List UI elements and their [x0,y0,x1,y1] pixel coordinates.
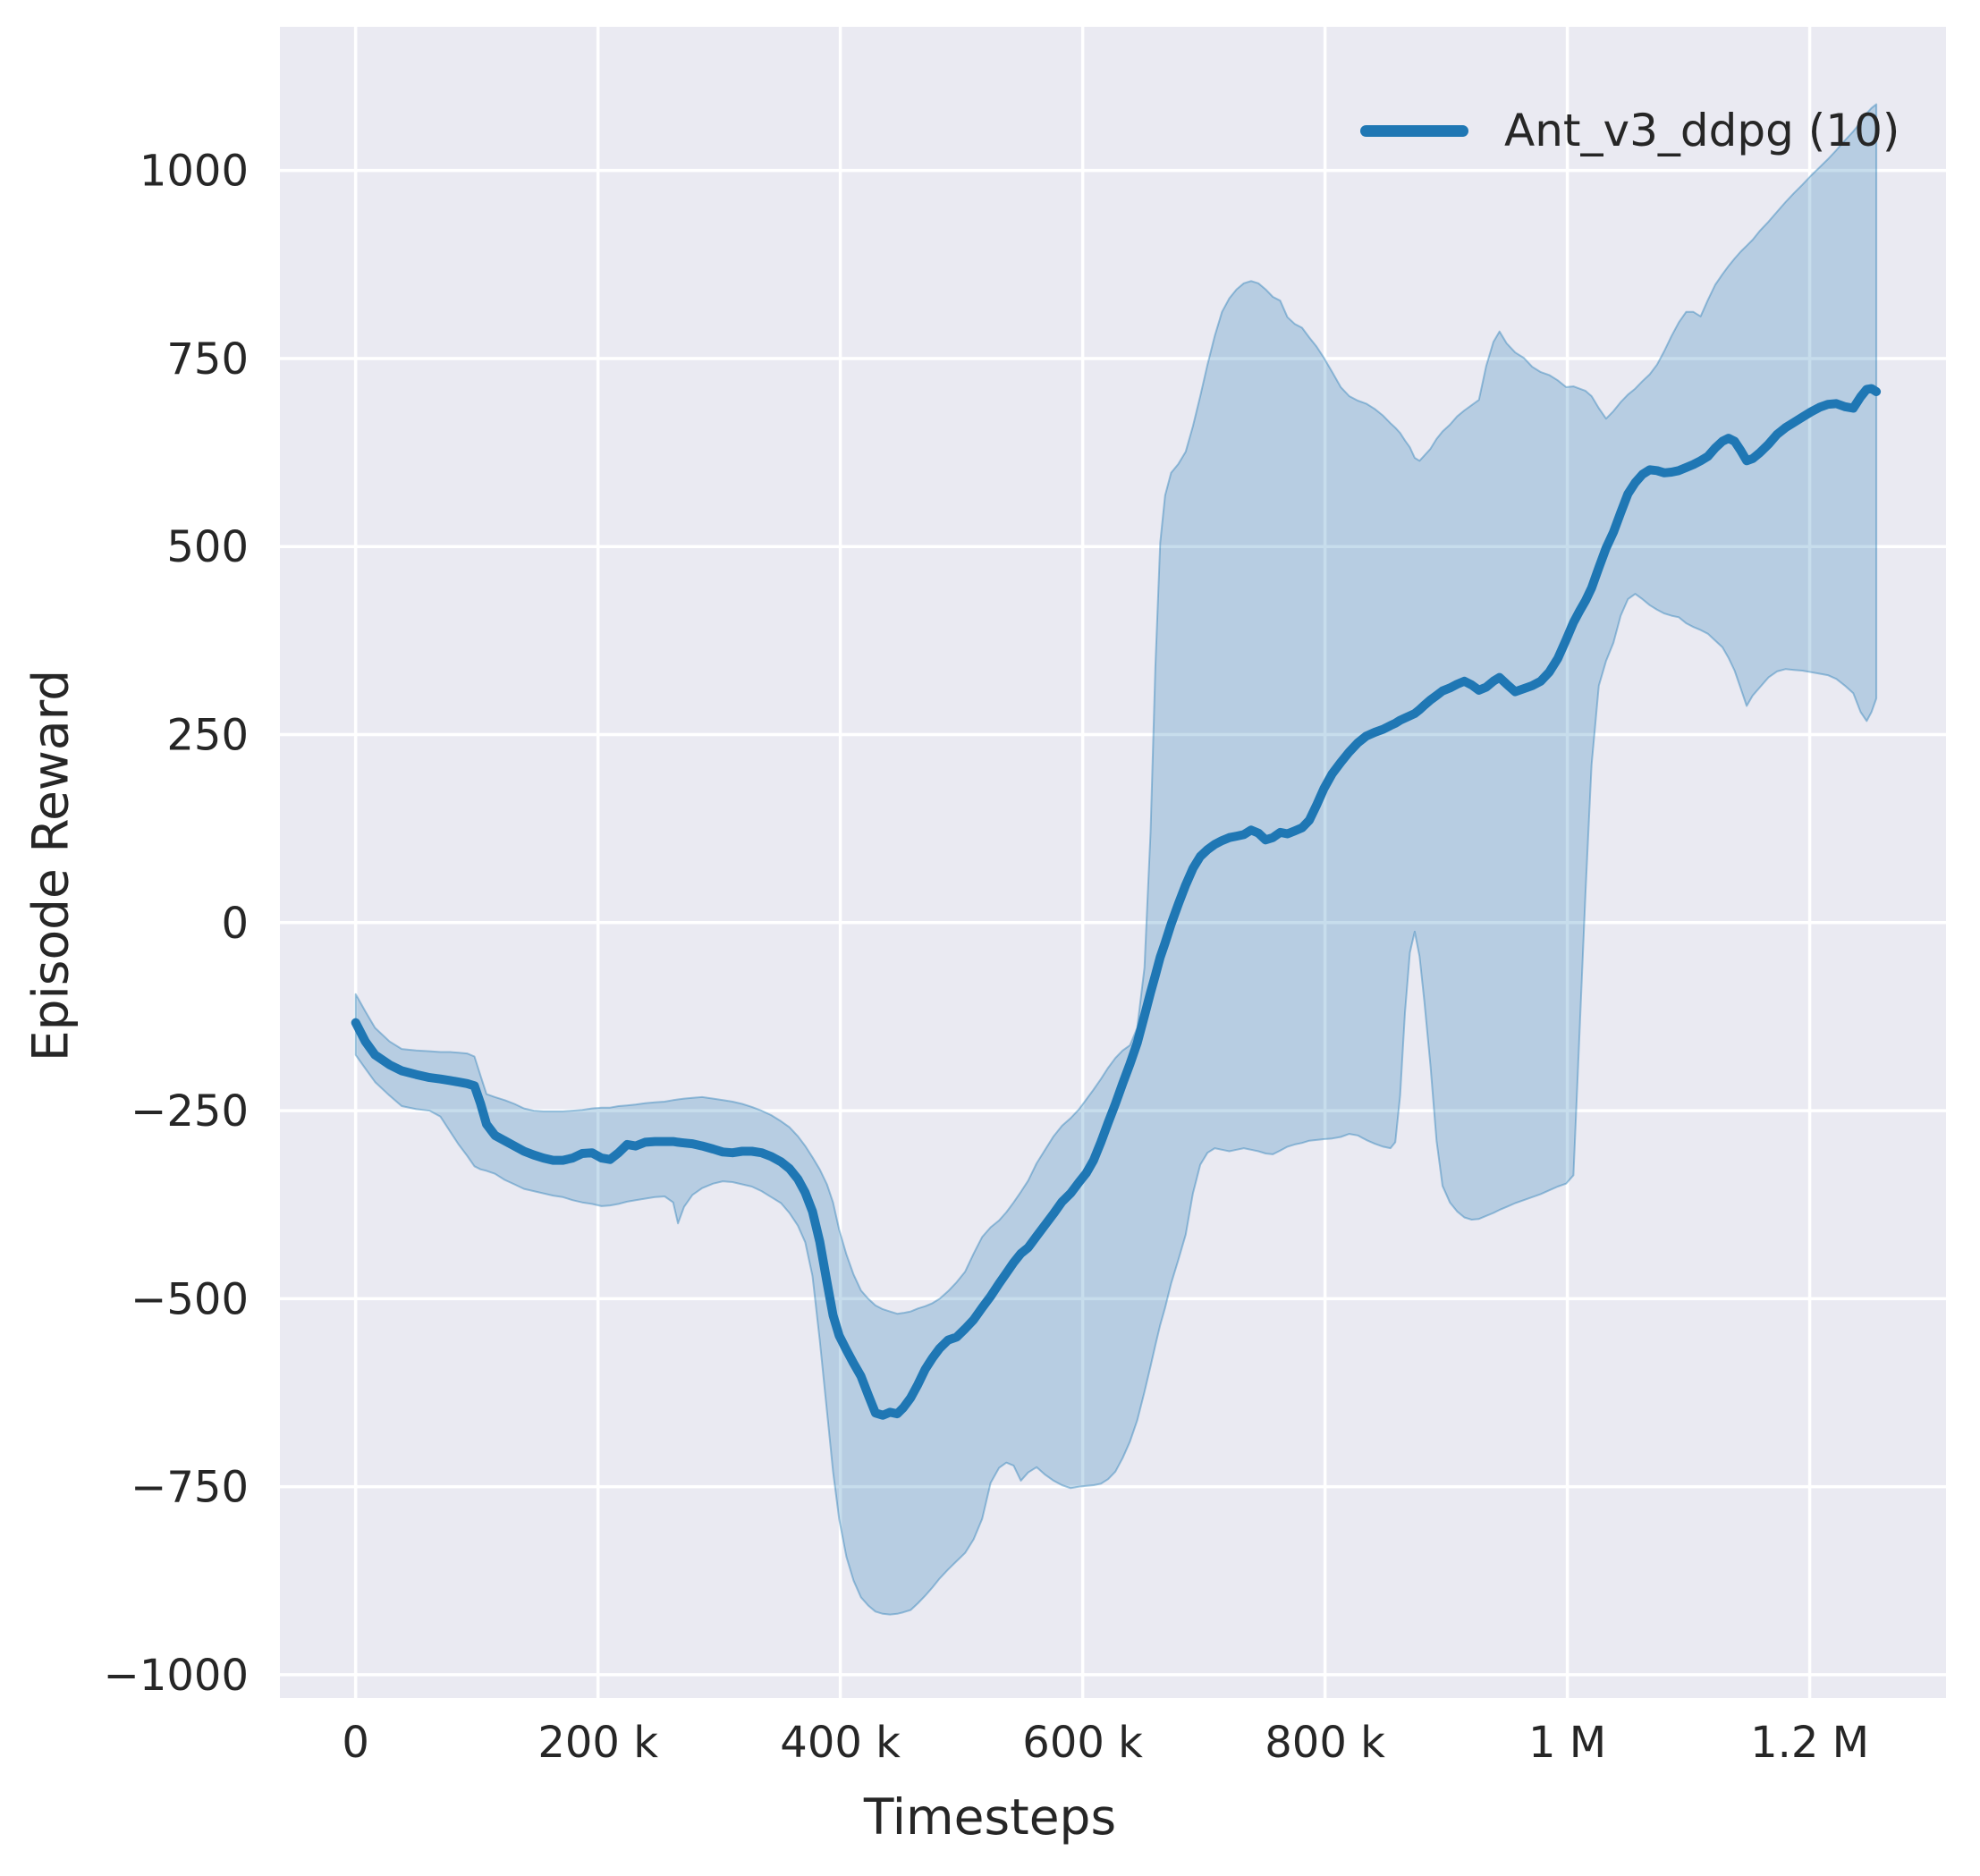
y-tick-label: −750 [131,1463,249,1513]
mean-line [351,384,1882,1420]
y-tick-label: 0 [221,899,249,949]
y-tick-label: 750 [166,334,249,384]
x-axis-label: Timesteps [863,1788,1117,1846]
x-tick-label: 1 M [1528,1718,1606,1768]
x-tick-label: 1.2 M [1750,1718,1869,1768]
confidence-band [354,103,1878,1616]
y-tick-label: −500 [131,1274,249,1324]
y-tick-label: 250 [166,711,249,761]
y-axis-label: Episode Reward [21,669,80,1062]
x-tick-label: 400 k [780,1718,901,1768]
x-tick-label: 200 k [537,1718,658,1768]
plot-area [280,27,1946,1698]
legend: Ant_v3_ddpg (10) [1360,100,1900,161]
y-tick-label: −1000 [104,1651,249,1701]
legend-line-sample-icon [1360,124,1468,137]
y-tick-label: 1000 [140,147,249,197]
legend-label: Ant_v3_ddpg (10) [1504,105,1900,156]
y-tick-label: −250 [131,1086,249,1137]
x-tick-label: 800 k [1265,1718,1385,1768]
x-tick-label: 0 [342,1718,369,1768]
y-tick-label: 500 [166,522,249,572]
x-tick-label: 600 k [1022,1718,1143,1768]
